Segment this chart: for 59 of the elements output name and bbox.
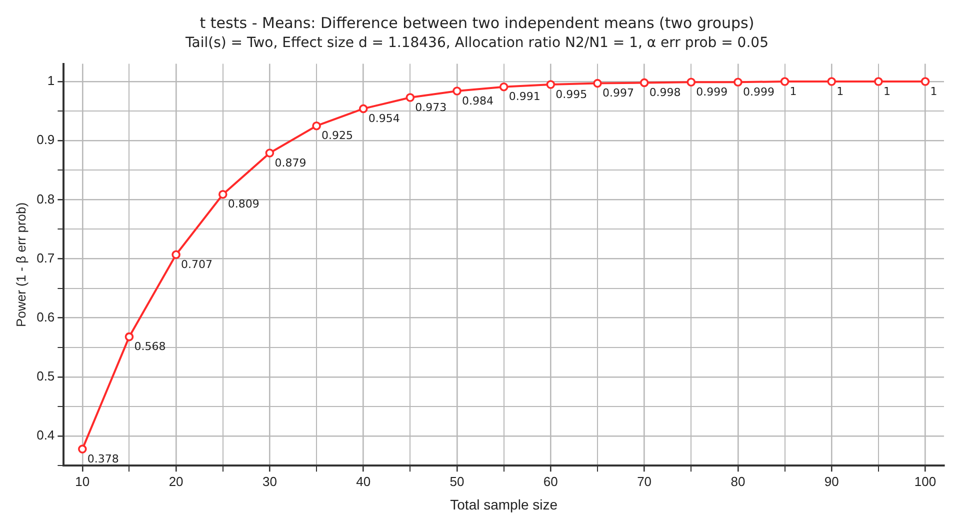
- x-tick-label: 70: [637, 474, 652, 489]
- y-tick-label: 0.6: [36, 309, 55, 324]
- point: [499, 82, 508, 92]
- point: [358, 104, 368, 114]
- point: [780, 77, 790, 86]
- x-tick-label: 60: [543, 474, 558, 489]
- y-tick-label: 1: [47, 73, 55, 88]
- point: [78, 444, 87, 454]
- point: [546, 80, 556, 89]
- x-tick-label: 100: [914, 474, 936, 489]
- x-tick-label: 30: [262, 474, 277, 489]
- data-label: 0.995: [556, 88, 588, 101]
- point: [265, 148, 274, 158]
- x-tick-label: 20: [168, 474, 184, 489]
- data-label: 0.954: [368, 112, 400, 126]
- data-label: 0.991: [508, 90, 540, 104]
- x-tick-label: 40: [356, 474, 371, 489]
- data-label: 0.984: [462, 94, 494, 108]
- data-label: 0.999: [696, 85, 728, 98]
- x-tick-label: 10: [75, 474, 90, 489]
- point: [593, 78, 602, 88]
- data-label: 0.568: [134, 340, 166, 354]
- data-label: 0.879: [274, 156, 306, 170]
- point: [686, 78, 696, 87]
- point: [827, 77, 836, 86]
- data-label: 0.997: [602, 86, 634, 100]
- data-label: 1: [930, 84, 938, 98]
- y-tick-label: 0.5: [36, 368, 55, 384]
- data-label: 1: [883, 84, 890, 98]
- data-label: 0.973: [415, 100, 447, 114]
- data-label: 0.999: [742, 85, 774, 98]
- y-tick-label: 0.9: [36, 132, 55, 148]
- data-label: 0.925: [322, 129, 354, 142]
- point: [406, 93, 415, 102]
- y-tick-label: 0.7: [36, 250, 55, 266]
- point: [452, 86, 462, 96]
- point: [124, 332, 134, 342]
- x-tick-label: 50: [450, 474, 464, 489]
- x-tick-label: 80: [730, 474, 746, 489]
- point: [734, 78, 742, 87]
- data-label: 0.707: [181, 258, 213, 272]
- y-axis-title: Power (1 - β err prob): [13, 202, 28, 327]
- point: [874, 77, 883, 86]
- chart-subtitle: Tail(s) = Two, Effect size d = 1.18436, Allocation ratio N2/N1 = 1, α err prob = 0.05: [184, 35, 768, 52]
- data-label: 1: [790, 84, 797, 98]
- y-tick-label: 0.8: [36, 191, 55, 206]
- point: [312, 121, 321, 130]
- data-label: 0.998: [649, 86, 681, 100]
- x-tick-label: 90: [824, 474, 839, 489]
- data-label: 0.809: [228, 198, 260, 211]
- point: [640, 78, 649, 88]
- y-tick-label: 0.4: [36, 428, 55, 443]
- point: [172, 250, 180, 260]
- x-axis-title: Total sample size: [450, 496, 558, 512]
- chart-title: t tests - Means: Difference between two independent means (two groups): [200, 14, 754, 32]
- point: [218, 190, 228, 199]
- data-label: 0.378: [87, 452, 119, 466]
- point: [920, 77, 930, 86]
- data-label: 1: [836, 84, 844, 98]
